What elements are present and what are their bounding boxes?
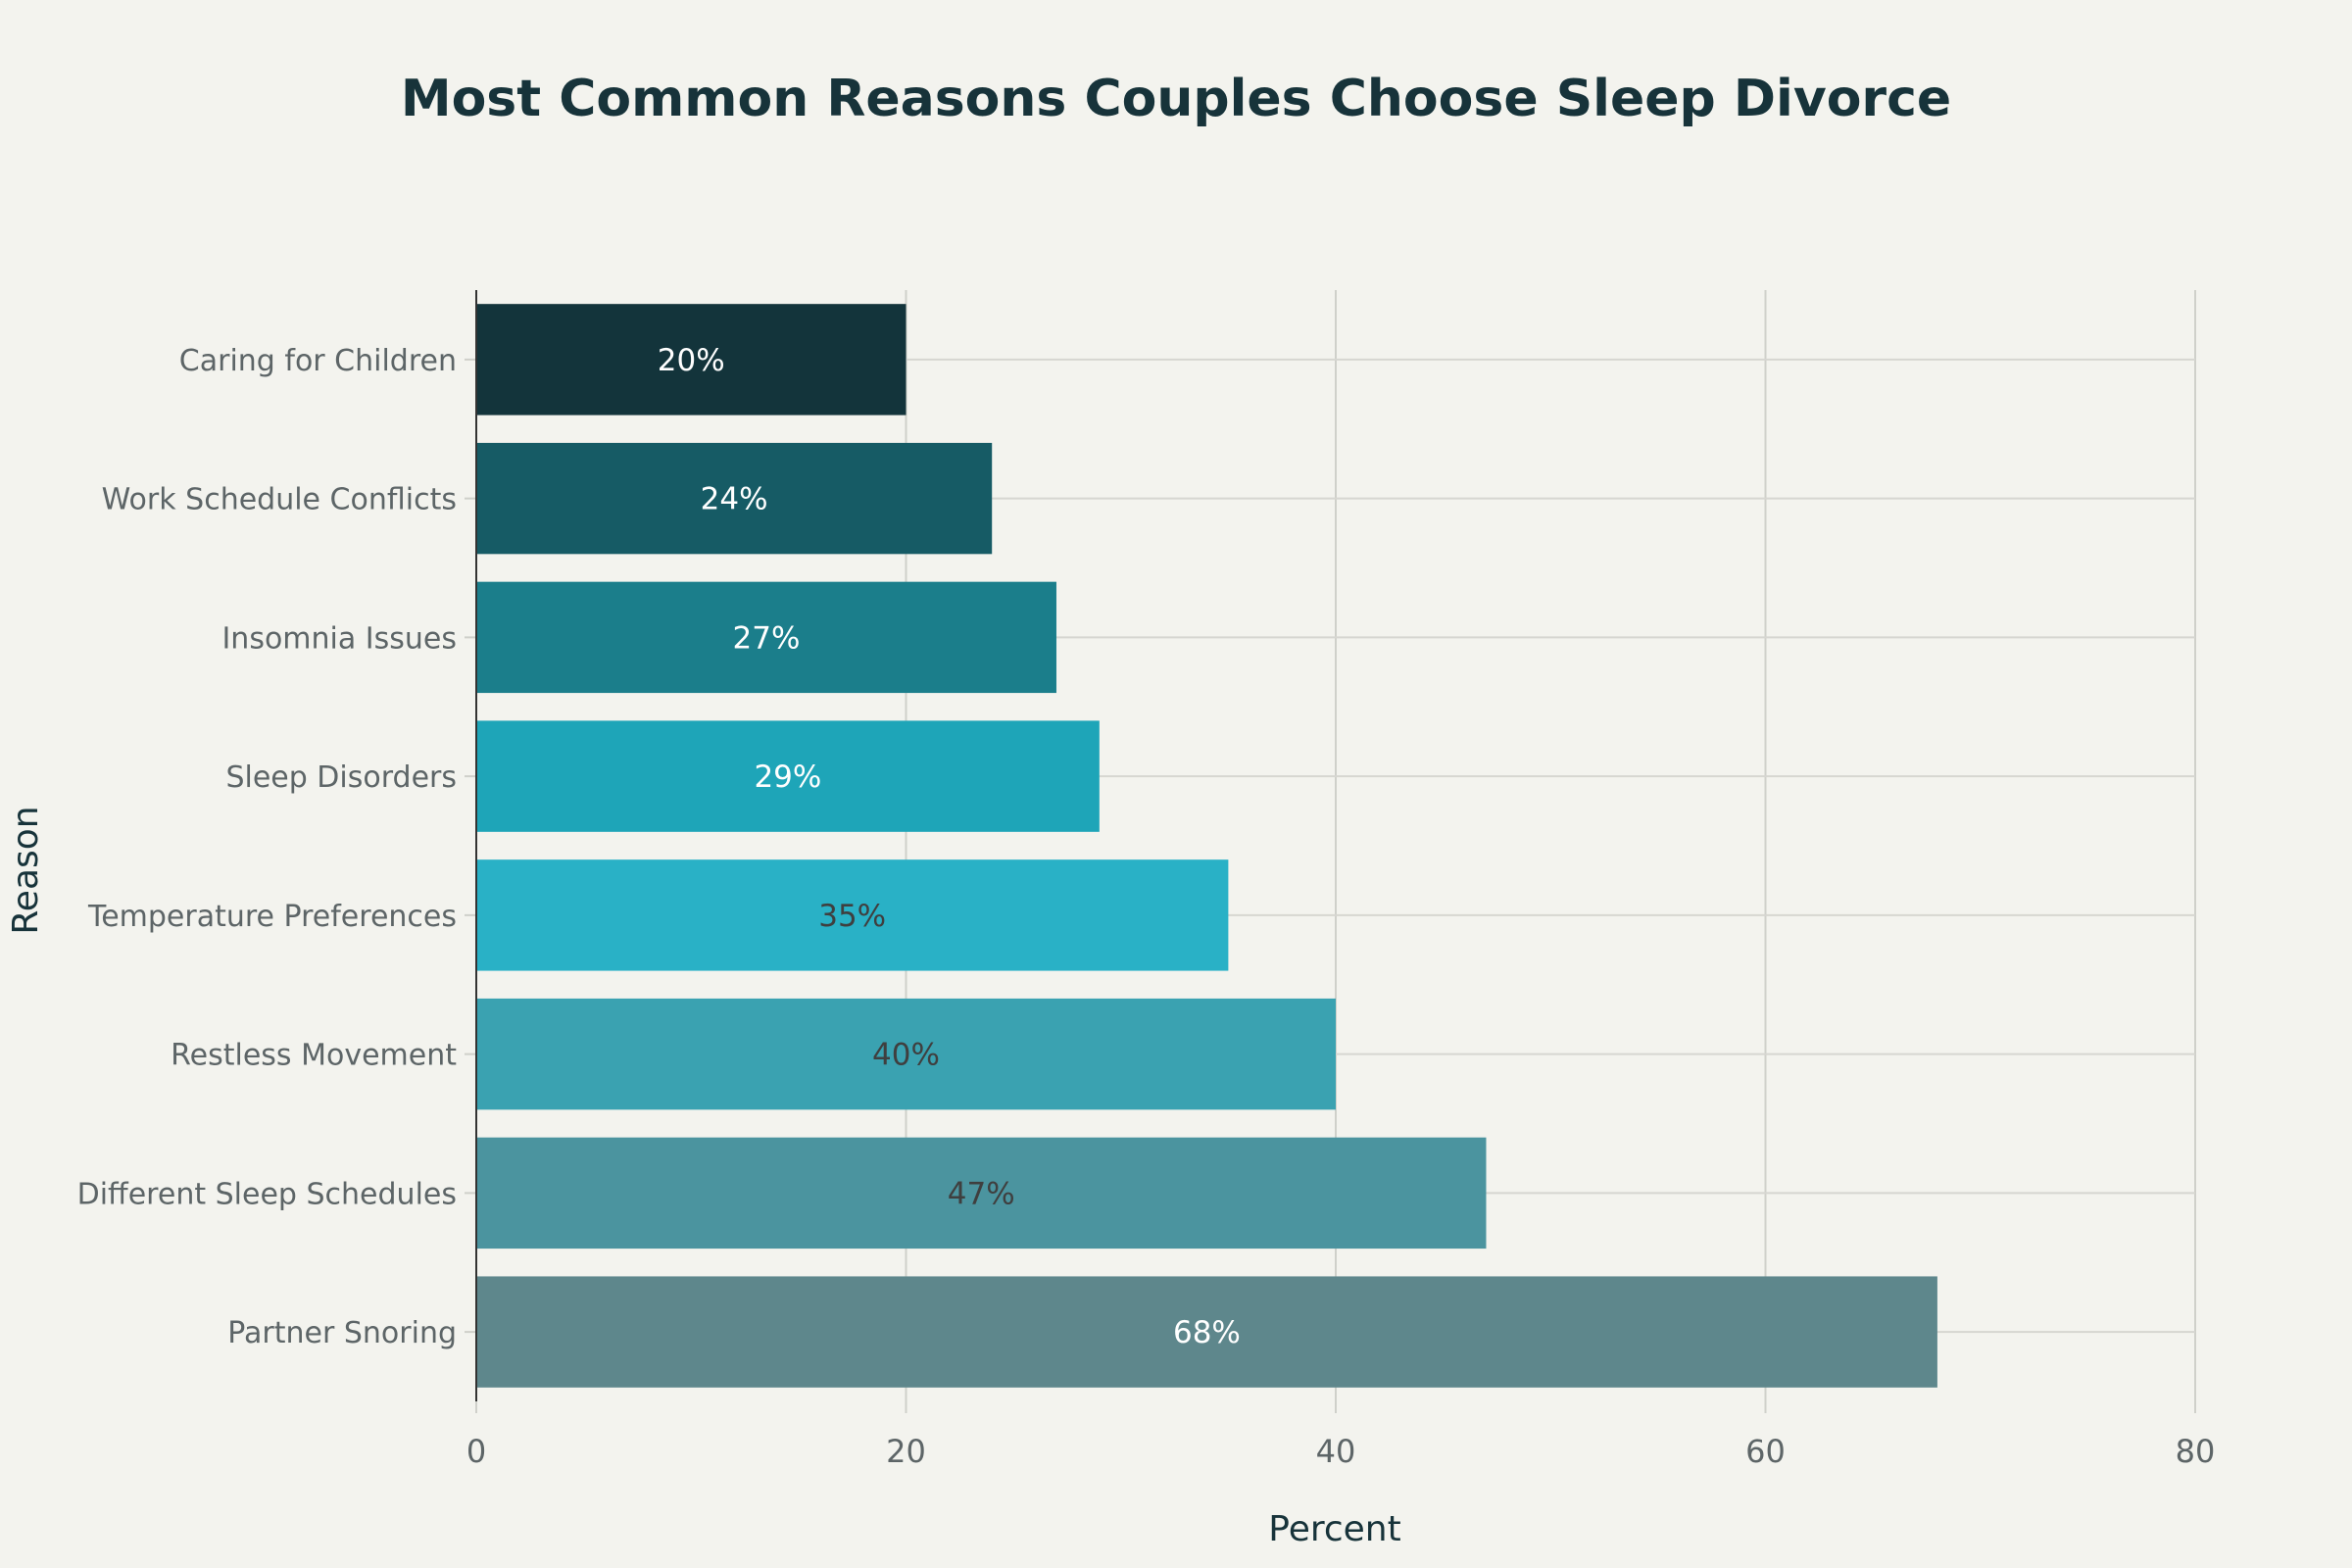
x-tick-label: 40 xyxy=(1316,1433,1356,1470)
bar xyxy=(476,859,1229,971)
bar xyxy=(476,720,1100,832)
chart-title: Most Common Reasons Couples Choose Sleep… xyxy=(401,70,1951,128)
x-axis-title: Percent xyxy=(1268,1509,1400,1549)
category-label: Partner Snoring xyxy=(227,1316,457,1350)
x-tick-label: 20 xyxy=(886,1433,926,1470)
bar-labels: 20% 24% 27% 29% 35% 40% 47% 68% xyxy=(658,343,1241,1350)
category-label: Sleep Disorders xyxy=(225,760,457,795)
bar xyxy=(476,304,906,416)
bar-value-label: 40% xyxy=(872,1038,940,1073)
category-label: Caring for Children xyxy=(179,344,457,378)
category-label: Different Sleep Schedules xyxy=(77,1177,457,1211)
category-label: Insomnia Issues xyxy=(221,621,457,656)
category-label: Work Schedule Conflicts xyxy=(102,483,457,517)
y-axis-title: Reason xyxy=(6,806,46,934)
bar-value-label: 68% xyxy=(1173,1315,1241,1350)
bar xyxy=(476,581,1056,694)
bars xyxy=(476,304,1937,1388)
bar-value-label: 27% xyxy=(733,620,801,656)
category-labels: Caring for Children Work Schedule Conflic… xyxy=(77,344,458,1350)
x-tick-label: 60 xyxy=(1745,1433,1786,1470)
x-tick-label: 0 xyxy=(466,1433,486,1470)
x-tick-labels: 0 20 40 60 80 xyxy=(466,1433,2216,1470)
bar-value-label: 20% xyxy=(658,343,725,378)
bar xyxy=(476,442,993,555)
bar-value-label: 35% xyxy=(818,899,886,934)
category-label: Restless Movement xyxy=(171,1039,457,1073)
bar-value-label: 47% xyxy=(948,1176,1015,1211)
bar xyxy=(476,998,1336,1110)
bar xyxy=(476,1276,1937,1388)
category-label: Temperature Preferences xyxy=(87,900,457,934)
x-tick-label: 80 xyxy=(2176,1433,2216,1470)
bar-value-label: 24% xyxy=(701,482,768,517)
bar xyxy=(476,1137,1487,1250)
bar-value-label: 29% xyxy=(754,760,821,795)
